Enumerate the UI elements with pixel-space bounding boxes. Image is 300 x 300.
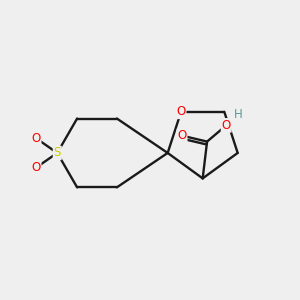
Text: H: H [234,108,243,121]
Text: O: O [222,119,231,132]
Text: S: S [54,146,61,159]
Text: O: O [32,132,41,145]
Text: O: O [177,129,187,142]
Text: O: O [176,105,186,118]
Text: O: O [32,161,41,174]
